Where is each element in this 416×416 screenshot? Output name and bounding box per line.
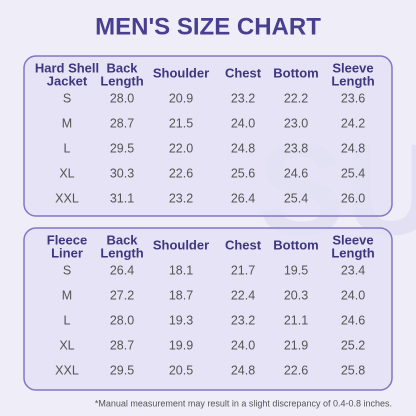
- cell: 27.2: [110, 288, 134, 302]
- table-panel: [23, 227, 393, 391]
- cell: 21.1: [284, 313, 308, 327]
- column-header: Length: [100, 73, 143, 88]
- cell: 25.2: [341, 338, 365, 352]
- cell: 23.4: [341, 263, 365, 277]
- cell: 24.8: [341, 141, 365, 155]
- cell: L: [64, 313, 71, 327]
- cell: 24.6: [284, 166, 308, 180]
- cell: XL: [59, 166, 74, 180]
- column-header: Back: [106, 232, 138, 247]
- cell: 24.8: [231, 363, 255, 377]
- cell: 22.6: [284, 363, 308, 377]
- cell: 19.9: [169, 338, 193, 352]
- cell: 20.3: [284, 288, 308, 302]
- column-header: Liner: [51, 245, 83, 260]
- cell: 22.4: [231, 288, 255, 302]
- cell: 18.1: [169, 263, 193, 277]
- column-header: Bottom: [273, 237, 319, 252]
- cell: 26.4: [231, 191, 255, 205]
- cell: 22.0: [169, 141, 193, 155]
- cell: 19.5: [284, 263, 308, 277]
- cell: 22.6: [169, 166, 193, 180]
- cell: 28.0: [110, 313, 134, 327]
- cell: 24.0: [341, 288, 365, 302]
- cell: 28.7: [110, 338, 134, 352]
- cell: 19.3: [169, 313, 193, 327]
- column-header: Length: [331, 245, 374, 260]
- cell: 25.4: [284, 191, 308, 205]
- cell: M: [62, 288, 72, 302]
- cell: 20.9: [169, 91, 193, 105]
- cell: 21.7: [231, 263, 255, 277]
- cell: 24.6: [341, 313, 365, 327]
- column-header: Hard Shell: [35, 60, 99, 75]
- column-header: Jacket: [47, 73, 88, 88]
- column-header: Sleeve: [332, 60, 373, 75]
- column-header: Chest: [225, 65, 262, 80]
- cell: 29.5: [110, 363, 134, 377]
- cell: XL: [59, 338, 74, 352]
- cell: 28.0: [110, 91, 134, 105]
- cell: 26.0: [341, 191, 365, 205]
- cell: L: [64, 141, 71, 155]
- cell: 23.2: [231, 91, 255, 105]
- footnote: *Manual measurement may result in a slig…: [95, 398, 392, 408]
- cell: 23.8: [284, 141, 308, 155]
- column-header: Back: [106, 60, 138, 75]
- cell: 21.9: [284, 338, 308, 352]
- cell: 21.5: [169, 116, 193, 130]
- column-header: Fleece: [47, 232, 87, 247]
- column-header: Length: [331, 73, 374, 88]
- cell: 23.2: [169, 191, 193, 205]
- column-header: Shoulder: [153, 237, 209, 252]
- column-header: Chest: [225, 237, 262, 252]
- title: MEN'S SIZE CHART: [95, 13, 321, 40]
- column-header: Length: [100, 245, 143, 260]
- cell: 31.1: [110, 191, 134, 205]
- cell: XXL: [55, 363, 79, 377]
- cell: 22.2: [284, 91, 308, 105]
- cell: 23.0: [284, 116, 308, 130]
- cell: 24.0: [231, 338, 255, 352]
- cell: 24.2: [341, 116, 365, 130]
- cell: 29.5: [110, 141, 134, 155]
- cell: 23.2: [231, 313, 255, 327]
- cell: 25.6: [231, 166, 255, 180]
- column-header: Shoulder: [153, 65, 209, 80]
- cell: 18.7: [169, 288, 193, 302]
- cell: 24.8: [231, 141, 255, 155]
- cell: 28.7: [110, 116, 134, 130]
- cell: 26.4: [110, 263, 134, 277]
- table-panel: [23, 55, 393, 217]
- cell: 24.0: [231, 116, 255, 130]
- cell: 30.3: [110, 166, 134, 180]
- column-header: Sleeve: [332, 232, 373, 247]
- cell: 25.4: [341, 166, 365, 180]
- cell: S: [63, 263, 71, 277]
- cell: 20.5: [169, 363, 193, 377]
- cell: 23.6: [341, 91, 365, 105]
- cell: XXL: [55, 191, 79, 205]
- cell: S: [63, 91, 71, 105]
- column-header: Bottom: [273, 65, 319, 80]
- cell: 25.8: [341, 363, 365, 377]
- cell: M: [62, 116, 72, 130]
